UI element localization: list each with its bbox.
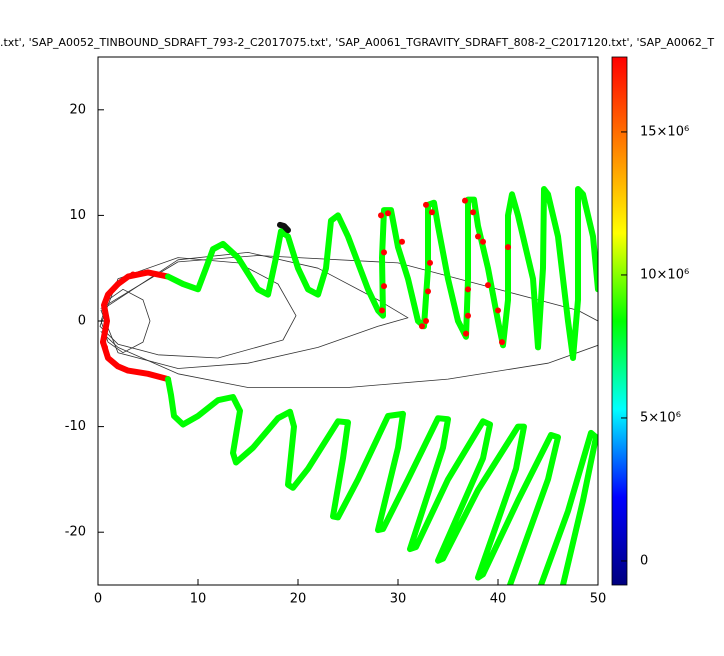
- marker: [463, 330, 469, 337]
- y-tick-label: -20: [65, 525, 86, 540]
- y-tick-label: -10: [65, 419, 86, 434]
- marker: [385, 210, 391, 217]
- marker: [130, 271, 136, 278]
- x-tick-label: 20: [290, 592, 307, 607]
- y-tick-label: 10: [69, 208, 86, 223]
- marker: [470, 209, 476, 216]
- curve: [100, 255, 598, 388]
- marker: [419, 323, 425, 330]
- x-tick-label: 0: [94, 592, 102, 607]
- y-tick-label: 0: [78, 314, 86, 329]
- x-tick-label: 40: [490, 592, 507, 607]
- marker: [495, 307, 501, 314]
- marker: [462, 197, 468, 204]
- curve: [100, 339, 171, 383]
- marker: [423, 318, 429, 324]
- marker: [480, 238, 486, 245]
- marker: [429, 209, 435, 216]
- curve: [100, 288, 151, 354]
- colorbar-tick-label: 0: [640, 553, 648, 568]
- colorbar-tick-label: 15×10⁶: [640, 124, 689, 139]
- marker: [427, 259, 433, 266]
- marker: [423, 201, 429, 208]
- marker: [485, 282, 491, 289]
- marker: [475, 233, 481, 240]
- curve: [165, 376, 598, 585]
- curve: [100, 269, 171, 346]
- marker: [381, 283, 387, 290]
- plot-area: [99, 186, 598, 585]
- marker: [381, 249, 387, 256]
- chart-title: .txt', 'SAP_A0052_TINBOUND_SDRAFT_793-2_…: [0, 36, 714, 49]
- plot-frame: [97, 56, 599, 586]
- marker: [425, 288, 431, 295]
- colorbar-tick-label: 10×10⁶: [640, 267, 689, 282]
- y-tick-label: 20: [69, 102, 86, 117]
- marker: [379, 307, 385, 314]
- marker: [465, 312, 471, 319]
- x-tick-label: 10: [190, 592, 207, 607]
- curve: [277, 221, 291, 234]
- x-tick-label: 50: [590, 592, 607, 607]
- x-tick-label: 30: [390, 592, 407, 607]
- marker: [499, 339, 505, 346]
- marker: [465, 286, 471, 293]
- marker: [378, 212, 384, 219]
- marker: [102, 344, 108, 351]
- colorbar-tick-label: 5×10⁶: [640, 410, 681, 425]
- marker: [505, 244, 511, 251]
- colorbar: [611, 56, 628, 586]
- marker: [399, 238, 405, 245]
- curve: [99, 257, 297, 359]
- curve: [165, 186, 598, 361]
- marker: [115, 281, 121, 288]
